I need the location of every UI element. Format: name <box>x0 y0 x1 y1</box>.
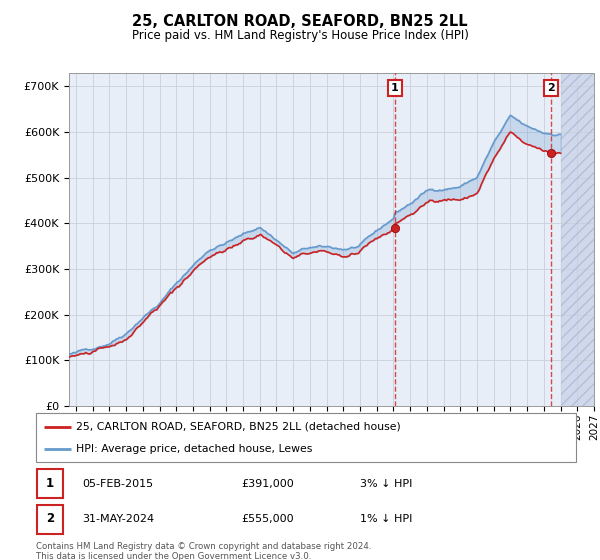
FancyBboxPatch shape <box>37 469 63 498</box>
Text: Contains HM Land Registry data © Crown copyright and database right 2024.
This d: Contains HM Land Registry data © Crown c… <box>36 542 371 560</box>
Text: 05-FEB-2015: 05-FEB-2015 <box>82 479 153 488</box>
Text: £391,000: £391,000 <box>241 479 294 488</box>
Text: 2: 2 <box>46 512 54 525</box>
Text: Price paid vs. HM Land Registry's House Price Index (HPI): Price paid vs. HM Land Registry's House … <box>131 29 469 42</box>
Text: 3% ↓ HPI: 3% ↓ HPI <box>360 479 412 488</box>
Text: 25, CARLTON ROAD, SEAFORD, BN25 2LL (detached house): 25, CARLTON ROAD, SEAFORD, BN25 2LL (det… <box>77 422 401 432</box>
FancyBboxPatch shape <box>37 505 63 534</box>
Text: 1: 1 <box>46 477 54 490</box>
Text: 31-MAY-2024: 31-MAY-2024 <box>82 514 154 524</box>
Text: 1: 1 <box>391 83 399 93</box>
Text: £555,000: £555,000 <box>241 514 294 524</box>
Text: 25, CARLTON ROAD, SEAFORD, BN25 2LL: 25, CARLTON ROAD, SEAFORD, BN25 2LL <box>132 14 468 29</box>
Text: 2: 2 <box>547 83 555 93</box>
Text: HPI: Average price, detached house, Lewes: HPI: Average price, detached house, Lewe… <box>77 444 313 454</box>
Text: 1% ↓ HPI: 1% ↓ HPI <box>360 514 412 524</box>
Bar <box>560 73 594 406</box>
Bar <box>560 73 594 406</box>
FancyBboxPatch shape <box>36 413 576 462</box>
